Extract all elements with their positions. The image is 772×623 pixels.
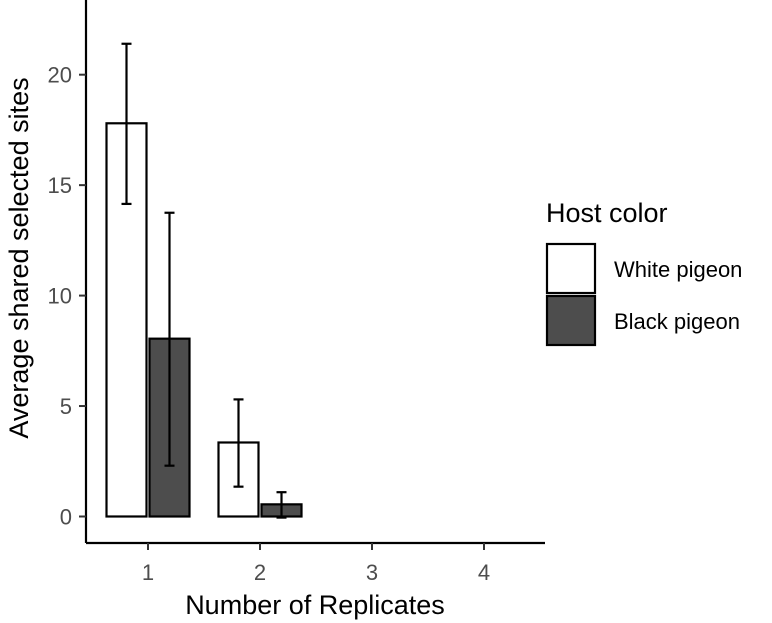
y-tick-label: 5 — [60, 394, 72, 419]
y-tick-label: 15 — [48, 173, 72, 198]
x-tick-label: 1 — [142, 560, 154, 585]
error-bar — [121, 42, 132, 206]
legend-items: White pigeon Black pigeon — [545, 242, 742, 347]
error-bar — [276, 491, 287, 519]
legend-swatch — [545, 242, 597, 295]
axes — [84, 0, 545, 545]
x-tick-label: 2 — [254, 560, 266, 585]
error-bar — [164, 211, 175, 467]
legend-title: Host color — [546, 198, 668, 228]
x-tick-label: 3 — [366, 560, 378, 585]
y-axis-ticks: 0 5 10 15 20 — [48, 63, 86, 529]
legend-label: White pigeon — [614, 257, 742, 282]
x-axis-title: Number of Replicates — [185, 590, 445, 620]
y-tick-label: 10 — [48, 284, 72, 309]
error-bar — [233, 398, 244, 488]
x-axis-ticks: 1 2 3 4 — [142, 543, 490, 585]
bars — [105, 122, 303, 518]
error-bars — [121, 42, 287, 519]
y-tick-label: 20 — [48, 63, 72, 88]
legend-swatch — [545, 294, 597, 347]
legend-label: Black pigeon — [614, 309, 740, 334]
y-tick-label: 0 — [60, 504, 72, 529]
x-tick-label: 4 — [478, 560, 490, 585]
legend: Host color White pigeon Black pigeon — [545, 198, 742, 347]
y-axis-title: Average shared selected sites — [4, 77, 34, 438]
